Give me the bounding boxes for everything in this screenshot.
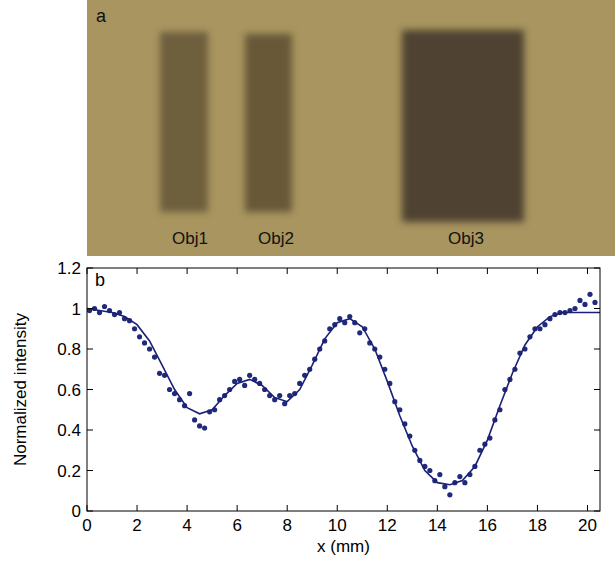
data-point bbox=[197, 423, 202, 428]
data-point bbox=[102, 304, 107, 309]
x-tick-top bbox=[287, 268, 288, 274]
x-tick-label: 20 bbox=[578, 516, 597, 535]
y-tick bbox=[87, 308, 93, 309]
data-group bbox=[87, 292, 600, 498]
y-tick bbox=[87, 430, 93, 431]
data-point bbox=[447, 492, 452, 497]
data-point bbox=[192, 417, 197, 422]
data-point bbox=[202, 425, 207, 430]
x-tick-top bbox=[87, 268, 88, 274]
object-label: Obj3 bbox=[448, 229, 484, 248]
y-tick-label: 0.4 bbox=[57, 421, 81, 440]
plot-frame bbox=[87, 268, 600, 511]
panel-letter: a bbox=[96, 6, 107, 26]
data-point bbox=[132, 326, 137, 331]
y-tick-right bbox=[594, 389, 600, 390]
data-point bbox=[277, 393, 282, 398]
data-point bbox=[357, 330, 362, 335]
y-tick-label: 0.6 bbox=[57, 381, 81, 400]
x-tick bbox=[137, 505, 138, 511]
y-tick bbox=[87, 349, 93, 350]
y-tick-right bbox=[594, 268, 600, 269]
plot-panel: 0 2 4 6 8 10 12 14 16 18 20 0 0.2 0.4 0.6 0.8 1 1.2 x (mm)… bbox=[11, 259, 600, 556]
x-tick-label: 18 bbox=[528, 516, 547, 535]
data-point bbox=[87, 308, 92, 313]
x-tick bbox=[187, 505, 188, 511]
y-tick bbox=[87, 470, 93, 471]
x-tick bbox=[587, 505, 588, 511]
y-tick-label: 0.8 bbox=[57, 340, 81, 359]
data-point bbox=[142, 340, 147, 345]
x-tick bbox=[537, 505, 538, 511]
x-tick-top bbox=[137, 268, 138, 274]
x-tick bbox=[437, 505, 438, 511]
data-point bbox=[247, 373, 252, 378]
object-label: Obj1 bbox=[172, 229, 208, 248]
data-point bbox=[187, 391, 192, 396]
x-tick bbox=[287, 505, 288, 511]
x-tick-label: 8 bbox=[282, 516, 291, 535]
y-tick-right bbox=[594, 470, 600, 471]
x-tick-top bbox=[487, 268, 488, 274]
x-tick-label: 4 bbox=[182, 516, 191, 535]
figure: Obj1 Obj2 Obj3 a 0 2 4 6 8 10 12 14 16 18 20 0 0.2 0.4 0.6… bbox=[0, 0, 615, 565]
y-tick-right bbox=[594, 511, 600, 512]
x-tick-top bbox=[437, 268, 438, 274]
y-tick bbox=[87, 389, 93, 390]
photo-background bbox=[87, 0, 615, 256]
y-tick-label: 1.2 bbox=[57, 259, 81, 278]
object-shadow bbox=[245, 34, 292, 212]
y-tick-label: 0 bbox=[72, 502, 81, 521]
x-tick-top bbox=[187, 268, 188, 274]
data-point bbox=[577, 298, 582, 303]
data-point bbox=[582, 302, 587, 307]
y-tick-right bbox=[594, 308, 600, 309]
x-axis-title: x (mm) bbox=[317, 537, 370, 556]
object-shadow bbox=[160, 32, 208, 212]
data-point bbox=[572, 306, 577, 311]
object-label: Obj2 bbox=[258, 229, 294, 248]
x-tick-label: 10 bbox=[328, 516, 347, 535]
x-tick bbox=[87, 505, 88, 511]
x-tick-top bbox=[337, 268, 338, 274]
x-tick-label: 0 bbox=[82, 516, 91, 535]
x-tick bbox=[337, 505, 338, 511]
object-shadow bbox=[402, 30, 524, 222]
x-tick-top bbox=[237, 268, 238, 274]
data-point bbox=[157, 371, 162, 376]
x-tick-label: 14 bbox=[428, 516, 447, 535]
x-tick-label: 12 bbox=[378, 516, 397, 535]
data-point bbox=[147, 346, 152, 351]
data-point bbox=[242, 383, 247, 388]
fit-line bbox=[87, 309, 600, 485]
data-point bbox=[592, 300, 597, 305]
y-tick-label: 0.2 bbox=[57, 462, 81, 481]
y-tick-right bbox=[594, 349, 600, 350]
panel-letter: b bbox=[95, 270, 105, 290]
y-tick-right bbox=[594, 430, 600, 431]
data-point bbox=[437, 472, 442, 477]
x-tick-top bbox=[587, 268, 588, 274]
x-tick-top bbox=[387, 268, 388, 274]
x-tick bbox=[487, 505, 488, 511]
plot-background bbox=[87, 268, 600, 511]
x-tick-label: 2 bbox=[132, 516, 141, 535]
data-point bbox=[167, 387, 172, 392]
data-point bbox=[427, 468, 432, 473]
photo-panel: Obj1 Obj2 Obj3 a bbox=[87, 0, 615, 256]
x-tick bbox=[387, 505, 388, 511]
data-point bbox=[137, 334, 142, 339]
x-tick-top bbox=[537, 268, 538, 274]
y-tick-label: 1 bbox=[72, 300, 81, 319]
x-tick bbox=[237, 505, 238, 511]
x-tick-label: 16 bbox=[478, 516, 497, 535]
data-point bbox=[457, 474, 462, 479]
y-tick bbox=[87, 511, 93, 512]
data-point bbox=[587, 292, 592, 297]
y-axis-title: Normalized intensity bbox=[11, 312, 30, 466]
x-tick-label: 6 bbox=[232, 516, 241, 535]
y-tick bbox=[87, 268, 93, 269]
